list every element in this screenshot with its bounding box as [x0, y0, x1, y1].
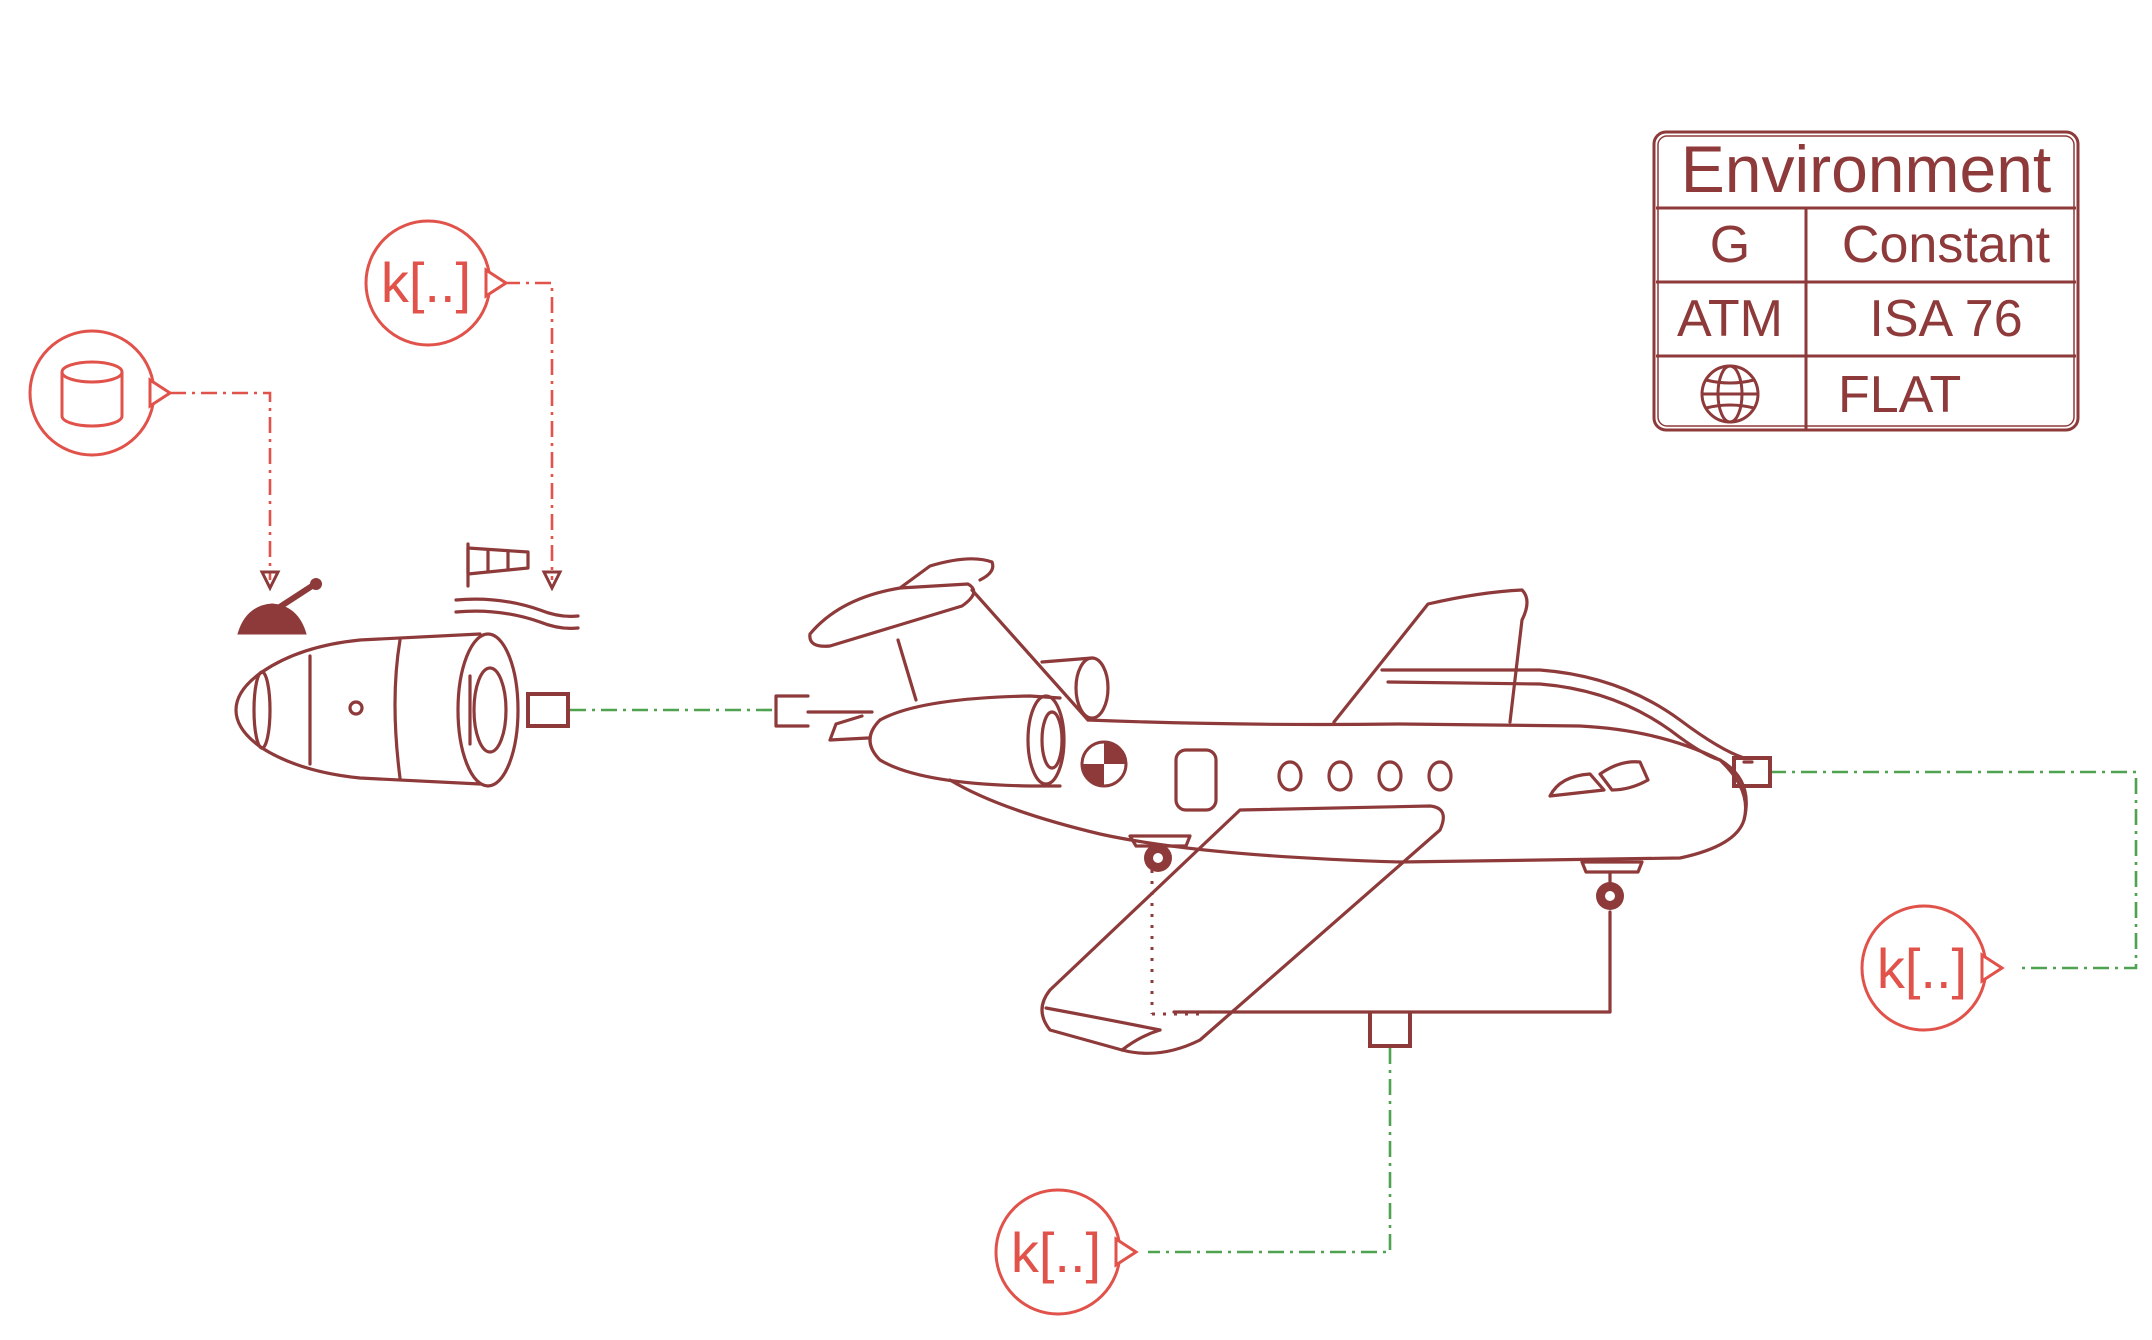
environment-atmosphere-key: ATM [1677, 290, 1783, 348]
gain-label-wind: k[..] [381, 251, 471, 314]
environment-gravity-value: Constant [1842, 216, 2051, 274]
arrowhead-throttle [259, 570, 281, 592]
turbofan-engine-icon[interactable] [234, 632, 570, 788]
center-of-gravity-icon [1080, 740, 1128, 788]
connections [170, 281, 2138, 1254]
environment-earth-value: FLAT [1838, 366, 1961, 424]
throttle-lever-icon[interactable] [237, 578, 322, 635]
gain-source-aircraft-tail[interactable]: k[..] [1860, 904, 2005, 1032]
gain-label-aircraft-gear: k[..] [1011, 1221, 1101, 1284]
environment-block[interactable]: Environment G Constant ATM ISA 76 FLAT [1652, 130, 2080, 432]
globe-icon [1700, 364, 1760, 424]
nose-landing-gear-icon [1580, 860, 1644, 910]
gain-source-aircraft-gear[interactable]: k[..] [994, 1188, 1139, 1316]
aircraft-input-port[interactable] [774, 694, 810, 728]
main-landing-gear-icon [1128, 834, 1192, 872]
wire-database-to-throttle[interactable] [170, 391, 272, 580]
aircraft-tail-port[interactable] [1732, 756, 1772, 788]
wire-aircraft-to-gain-right[interactable] [1770, 770, 2138, 970]
environment-title: Environment [1681, 132, 2052, 206]
database-source[interactable] [28, 329, 173, 457]
aircraft-gear-port[interactable] [1368, 1012, 1412, 1048]
gain-source-wind[interactable]: k[..] [364, 219, 509, 347]
gain-label-aircraft-tail: k[..] [1877, 937, 1967, 1000]
windsock-icon[interactable] [454, 542, 580, 630]
database-icon [60, 360, 124, 428]
wire-aircraft-to-gain-bottom[interactable] [1148, 1048, 1392, 1254]
wire-gain-to-windsock[interactable] [504, 281, 554, 580]
arrowhead-windsock [541, 570, 563, 592]
environment-atmosphere-value: ISA 76 [1869, 290, 2022, 348]
environment-gravity-key: G [1710, 216, 1750, 274]
business-jet-icon[interactable] [774, 557, 1772, 1055]
